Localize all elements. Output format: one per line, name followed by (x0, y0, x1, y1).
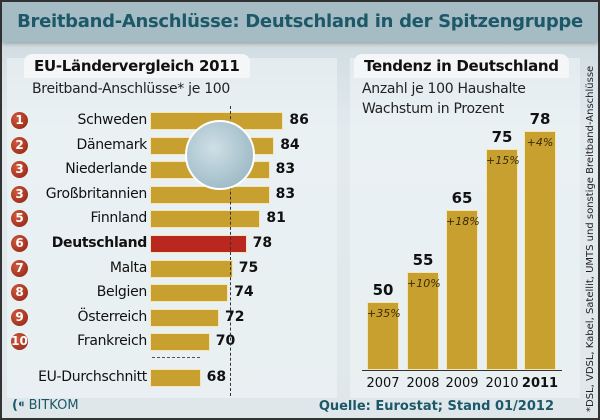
growth-label: +4% (526, 135, 554, 149)
source: Quelle: Eurostat; Stand 01/2012 (318, 399, 554, 414)
value-label: 50 (372, 281, 394, 300)
country-label: Österreich (77, 308, 148, 325)
value-label: 75 (238, 259, 259, 276)
rank-badge: 2 (11, 136, 28, 154)
bar-2008 (407, 271, 439, 370)
rank-badge: 8 (11, 284, 28, 302)
value-label: 81 (266, 210, 286, 227)
country-label: Frankreich (77, 333, 147, 350)
footnote: *DSL, VDSL, Kabel, Satellit, UMTS und so… (585, 65, 596, 412)
rank-badge: 9 (11, 308, 28, 326)
growth-label: +15% (486, 153, 520, 167)
rank-badge: 6 (11, 235, 28, 252)
year-label: 2010 (485, 376, 519, 391)
year-label: 2009 (445, 376, 479, 391)
value-label: 86 (289, 112, 309, 128)
right-chart-title: Tendenz in Deutschland (354, 54, 569, 78)
year-label: 2007 (366, 376, 400, 391)
bar-eu-average (150, 369, 201, 387)
rank-badge: 3 (11, 185, 28, 203)
right-chart-subtitle-2: Wachstum in Prozent (362, 101, 504, 117)
value-label: 83 (275, 161, 296, 178)
baseline (362, 370, 562, 371)
separator (152, 357, 200, 358)
bar-2007 (367, 302, 399, 370)
year-label: 2008 (406, 376, 440, 391)
rank-badge: 5 (11, 210, 28, 228)
country-label: Malta (109, 259, 147, 276)
country-label: Großbritannien (45, 185, 148, 202)
value-label: 75 (491, 127, 513, 146)
rank-badge: 1 (11, 112, 28, 129)
country-label: Schweden (77, 112, 148, 128)
bar-frankreich (150, 333, 210, 352)
rank-badge: 3 (11, 161, 28, 179)
left-chart-title: EU-Ländervergleich 2011 (24, 54, 250, 78)
year-label: 2011 (521, 376, 559, 391)
country-label: Finnland (90, 210, 148, 227)
main-title: Breitband-Anschlüsse: Deutschland in der… (2, 2, 598, 42)
average-value: 68 (206, 369, 227, 385)
left-chart-subtitle: Breitband-Anschlüsse* je 100 (32, 81, 231, 97)
value-label: 55 (412, 250, 434, 269)
reference-line (230, 106, 231, 396)
rank-badge: 7 (11, 259, 28, 277)
bar-2010 (486, 148, 518, 370)
bar-belgien (150, 284, 229, 303)
right-chart-subtitle-1: Anzahl je 100 Haushalte (362, 81, 526, 97)
bar-malta (150, 259, 233, 278)
value-label: 74 (234, 284, 254, 301)
network-cable-icon (185, 120, 255, 190)
country-label: Dänemark (76, 136, 147, 153)
country-label: Niederlande (65, 161, 147, 178)
value-label: 65 (451, 189, 473, 208)
growth-label: +35% (367, 307, 401, 321)
value-label: 83 (275, 185, 296, 202)
growth-label: +10% (407, 276, 441, 290)
value-label: 78 (529, 109, 551, 128)
value-label: 70 (215, 333, 236, 350)
value-label: 84 (280, 136, 300, 153)
bar-deutschland (150, 235, 247, 253)
country-label: Belgien (96, 284, 148, 301)
average-label: EU-Durchschnitt (38, 369, 147, 385)
bar-2009 (446, 210, 478, 370)
rank-badge: 10 (11, 333, 28, 351)
bar-finnland (150, 210, 261, 229)
bitkom-logo: (⁌ BITKOM (12, 398, 79, 413)
bar-2011 (524, 130, 556, 370)
value-label: 78 (252, 235, 273, 251)
growth-label: +18% (446, 215, 480, 229)
logo-text: BITKOM (28, 398, 79, 413)
value-label: 72 (225, 308, 245, 325)
country-label: Deutschland (51, 235, 148, 251)
bar-österreich (150, 308, 219, 327)
